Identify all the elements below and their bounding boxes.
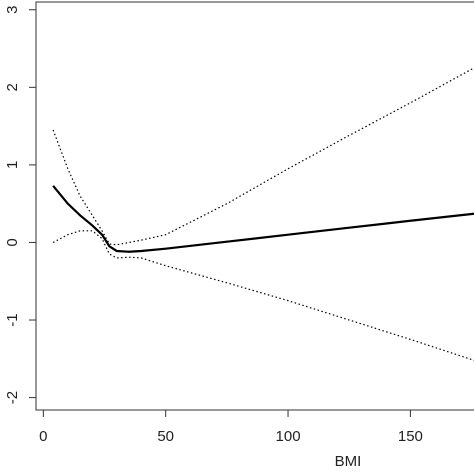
y-tick-label: 2 <box>4 83 21 91</box>
plot-box <box>35 1 474 411</box>
x-tick-label: 100 <box>276 428 301 445</box>
confidence-line <box>52 67 474 246</box>
y-tick-label: 0 <box>4 238 21 246</box>
y-tick-label: 3 <box>4 6 21 14</box>
y-tick-label: -1 <box>4 313 21 326</box>
x-tick-label: 0 <box>39 428 47 445</box>
x-tick-label: 150 <box>398 428 423 445</box>
x-tick-label: 50 <box>157 428 174 445</box>
x-axis-label: BMI <box>335 453 362 470</box>
y-tick-label: 1 <box>4 161 21 169</box>
estimate-line <box>52 185 474 253</box>
y-tick-label: -2 <box>4 391 21 404</box>
